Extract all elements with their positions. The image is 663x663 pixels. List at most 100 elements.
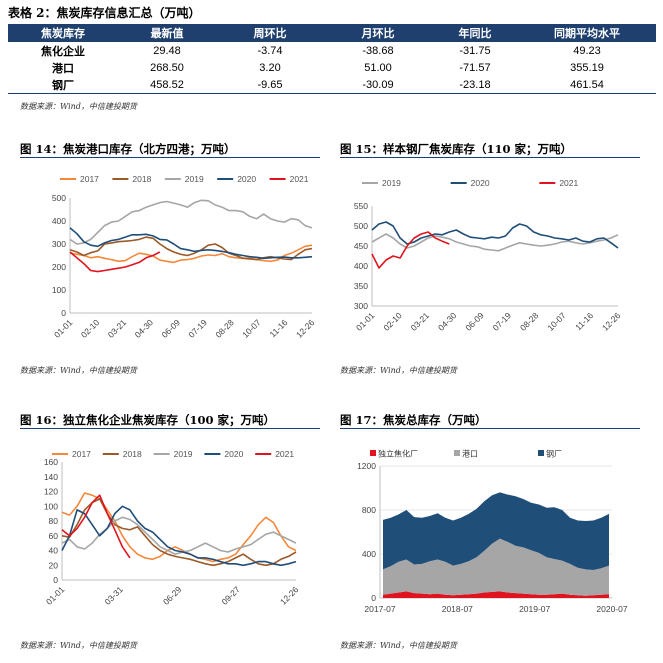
fig17-chart: 独立焦化厂 港口 钢厂 0 400 800 1200 2017-07 2018-07 2019-0… bbox=[357, 449, 628, 615]
area-- bbox=[383, 492, 609, 570]
x-tick-label: 04-30 bbox=[436, 310, 459, 333]
series-line-2018 bbox=[61, 498, 297, 567]
y-tick-label: 1200 bbox=[357, 461, 376, 471]
fig14-source: 数据来源：Wind，中信建投期货 bbox=[20, 366, 137, 375]
fig16-chart: 2017 2018 2019 2020 2021 0 20 40 60 80 100 120 140 16… bbox=[44, 449, 301, 607]
table-cell: 458.52 bbox=[118, 76, 216, 94]
x-tick-label: 07-19 bbox=[186, 317, 209, 340]
table-title: 表格 2：焦炭库存信息汇总（万吨） bbox=[8, 6, 201, 20]
x-tick-label: 12-26 bbox=[600, 310, 623, 333]
series-line-2020 bbox=[69, 227, 313, 260]
x-tick-label: 2019-07 bbox=[519, 604, 550, 614]
x-tick-label: 07-19 bbox=[491, 310, 514, 333]
x-tick-label: 01-01 bbox=[354, 310, 377, 333]
x-tick-label: 04-30 bbox=[133, 317, 156, 340]
header-cell: 最新值 bbox=[118, 24, 216, 42]
table-header-row: 焦炭库存 最新值 周环比 月环比 年同比 同期平均水平 bbox=[8, 24, 656, 42]
y-tick-label: 80 bbox=[49, 516, 59, 526]
row-label: 钢厂 bbox=[8, 76, 118, 94]
y-tick-label: 0 bbox=[61, 308, 66, 318]
table-cell: -23.18 bbox=[432, 76, 518, 94]
table-cell: -38.68 bbox=[362, 44, 394, 57]
y-tick-label: 450 bbox=[354, 241, 368, 251]
x-tick-label: 02-10 bbox=[79, 317, 102, 340]
legend-label-2021: 2021 bbox=[275, 449, 294, 459]
x-tick-label: 08-28 bbox=[518, 310, 541, 333]
y-tick-label: 0 bbox=[53, 575, 58, 585]
legend-label-2017: 2017 bbox=[80, 174, 99, 184]
x-tick-label: 03-31 bbox=[102, 584, 125, 607]
y-tick-label: 120 bbox=[44, 487, 58, 497]
y-tick-label: 0 bbox=[371, 593, 376, 603]
y-tick-label: 140 bbox=[44, 472, 58, 482]
legend-label-2020: 2020 bbox=[237, 174, 256, 184]
y-tick-label: 100 bbox=[52, 285, 66, 295]
table-cell: -71.57 bbox=[459, 61, 491, 74]
x-tick-label: 12-26 bbox=[278, 584, 301, 607]
x-tick-label: 2018-07 bbox=[442, 604, 473, 614]
table-cell: 51.00 bbox=[364, 61, 392, 74]
legend-label-2018: 2018 bbox=[132, 174, 151, 184]
table-row: 焦化企业 29.48 -3.74 -38.68 -31.75 49.23 bbox=[8, 42, 656, 59]
area-- bbox=[383, 591, 609, 598]
table-cell: 3.20 bbox=[259, 61, 281, 74]
legend-label-2019: 2019 bbox=[185, 174, 204, 184]
x-tick-label: 06-29 bbox=[161, 584, 184, 607]
y-tick-label: 800 bbox=[362, 505, 376, 515]
x-tick-label: 2017-07 bbox=[364, 604, 395, 614]
y-tick-label: 500 bbox=[354, 221, 368, 231]
legend-swatch-- bbox=[454, 450, 460, 456]
series-line-2020 bbox=[371, 221, 619, 249]
inventory-summary-table: 焦炭库存 最新值 周环比 月环比 年同比 同期平均水平 焦化企业 29.48 -… bbox=[8, 24, 656, 94]
table-cell: 461.54 bbox=[518, 76, 656, 94]
table-source: 数据来源：Wind，中信建投期货 bbox=[20, 102, 137, 111]
fig14-rule bbox=[20, 157, 320, 158]
x-tick-label: 11-16 bbox=[573, 310, 595, 332]
fig16-rule bbox=[20, 428, 320, 429]
fig17-source: 数据来源：Wind，中信建投期货 bbox=[340, 641, 457, 650]
table-cell: -3.74 bbox=[257, 44, 283, 57]
table-cell: 268.50 bbox=[150, 61, 184, 74]
x-tick-label: 01-01 bbox=[44, 584, 67, 607]
table-cell: -31.75 bbox=[459, 44, 491, 57]
x-tick-label: 12-26 bbox=[294, 317, 317, 340]
series-line-2018 bbox=[69, 236, 313, 261]
legend-label-2021: 2021 bbox=[559, 178, 578, 188]
series-line-2021 bbox=[69, 251, 161, 273]
table-cell: -9.65 bbox=[216, 76, 324, 94]
table-row: 钢厂 458.52 -9.65 -30.09 -23.18 461.54 bbox=[8, 76, 656, 94]
fig15-rule bbox=[340, 157, 640, 158]
header-cell: 周环比 bbox=[216, 24, 324, 42]
y-tick-label: 550 bbox=[354, 201, 368, 211]
fig14-chart: 2017 2018 2019 2020 2021 0 100 200 300 400 500 01-0… bbox=[52, 174, 317, 340]
y-tick-label: 40 bbox=[49, 546, 59, 556]
row-label: 焦化企业 bbox=[41, 45, 85, 58]
table-cell: 49.23 bbox=[573, 44, 601, 57]
x-tick-label: 09-27 bbox=[219, 584, 242, 607]
y-tick-label: 300 bbox=[52, 239, 66, 249]
fig16-title: 图 16：独立焦化企业焦炭库存（100 家；万吨） bbox=[20, 413, 276, 427]
x-tick-label: 2020-07 bbox=[596, 604, 627, 614]
y-tick-label: 400 bbox=[52, 216, 66, 226]
x-tick-label: 06-09 bbox=[463, 310, 486, 333]
table-row: 港口 268.50 3.20 51.00 -71.57 355.19 bbox=[8, 59, 656, 76]
fig15-title: 图 15：样本钢厂焦炭库存（110 家；万吨） bbox=[340, 142, 573, 156]
fig17-rule bbox=[340, 428, 640, 429]
legend-label-2020: 2020 bbox=[224, 449, 243, 459]
header-cell: 月环比 bbox=[324, 24, 432, 42]
y-tick-label: 300 bbox=[354, 301, 368, 311]
table-cell: -30.09 bbox=[324, 76, 432, 94]
x-tick-label: 01-01 bbox=[52, 317, 75, 340]
header-cell: 年同比 bbox=[432, 24, 518, 42]
legend-label-2020: 2020 bbox=[471, 178, 490, 188]
y-tick-label: 350 bbox=[354, 281, 368, 291]
y-tick-label: 400 bbox=[354, 261, 368, 271]
legend-label-2017: 2017 bbox=[72, 449, 91, 459]
series-line-2020 bbox=[61, 505, 297, 567]
series-line-2021 bbox=[61, 494, 131, 559]
legend-label--: 港口 bbox=[462, 449, 478, 459]
series-line-2019 bbox=[371, 233, 619, 252]
table-cell: 355.19 bbox=[570, 61, 604, 74]
y-tick-label: 200 bbox=[52, 262, 66, 272]
area-- bbox=[383, 538, 609, 596]
